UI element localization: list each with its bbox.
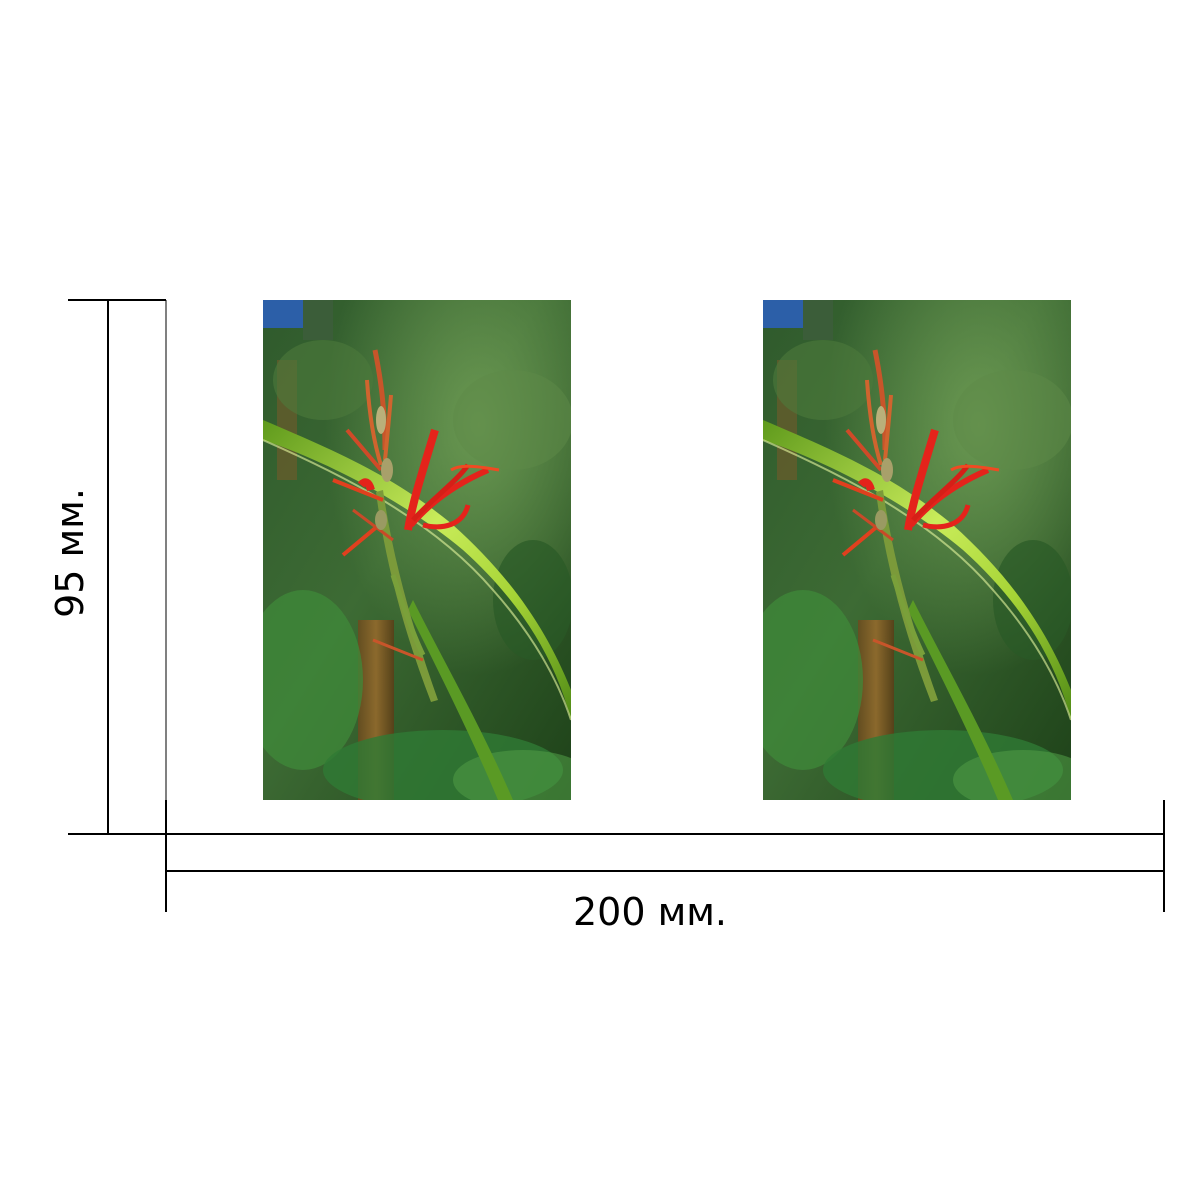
height-dimension — [68, 299, 167, 835]
width-dimension — [165, 800, 1165, 912]
width-dimension-label: 200 мм. — [572, 890, 728, 934]
photo-panel-left — [243, 300, 593, 810]
photo-panel-right — [743, 300, 1093, 810]
height-dimension-label: 95 мм. — [48, 488, 92, 618]
